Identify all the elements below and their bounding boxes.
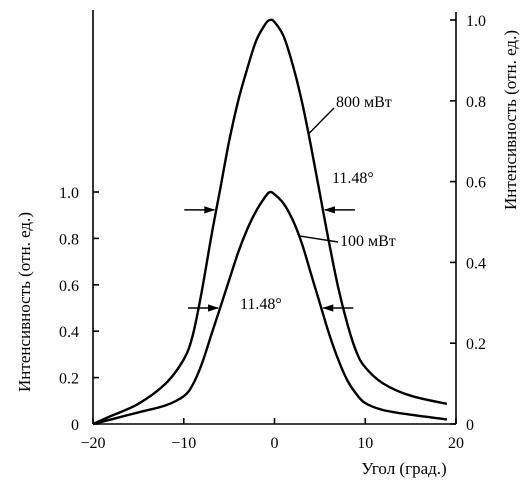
x-tick-label: −20 [80, 435, 105, 452]
right-axis-title: Интенсивность (отн. ед.) [501, 30, 520, 210]
left-y-tick-label: 1.0 [59, 185, 79, 202]
right-y-tick-label: 0.4 [466, 255, 486, 272]
series-label-800mw: 800 мВт [336, 94, 392, 111]
x-tick-label: 10 [357, 435, 373, 452]
x-tick-label: 0 [271, 435, 279, 452]
right-y-tick-label: 0.2 [466, 336, 486, 353]
left-y-tick-label: 0.2 [59, 371, 79, 388]
left-y-tick-label: 0.8 [59, 231, 79, 248]
fwhm-arrowhead-left-100mw [208, 304, 220, 312]
series-100mw-curve [92, 190, 448, 426]
fwhm-arrowhead-right-100mw [322, 304, 334, 312]
left-axis-title: Интенсивность (отн. ед.) [15, 212, 34, 392]
left-y-tick-label: 0.6 [59, 278, 79, 295]
series-800mw-curve [92, 18, 448, 426]
right-y-tick-label: 0 [466, 417, 474, 434]
leader-100mw [299, 235, 339, 243]
right-y-tick-label: 1.0 [466, 13, 486, 30]
fwhm-arrowhead-right-800mw [323, 206, 335, 214]
fwhm-label-800mw: 11.48° [332, 170, 374, 187]
x-tick-label: 20 [448, 435, 464, 452]
x-axis-title: Угол (град.) [361, 459, 446, 478]
fwhm-arrowhead-left-800mw [204, 206, 216, 214]
x-tick-label: −10 [171, 435, 196, 452]
leader-800mw [308, 107, 335, 134]
left-y-tick-label: 0.4 [59, 324, 79, 341]
right-y-tick-label: 0.8 [466, 94, 486, 111]
annotation-layer [184, 107, 355, 312]
fwhm-label-100mw: 11.48° [240, 296, 282, 313]
series-layer [92, 18, 448, 426]
left-y-tick-label: 0 [71, 417, 79, 434]
series-label-100mw: 100 мВт [340, 233, 396, 250]
right-y-tick-label: 0.6 [466, 175, 486, 192]
axes: −20 −10 0 10 2000.20.40.60.81.000.20.40.60.8… [59, 10, 486, 452]
